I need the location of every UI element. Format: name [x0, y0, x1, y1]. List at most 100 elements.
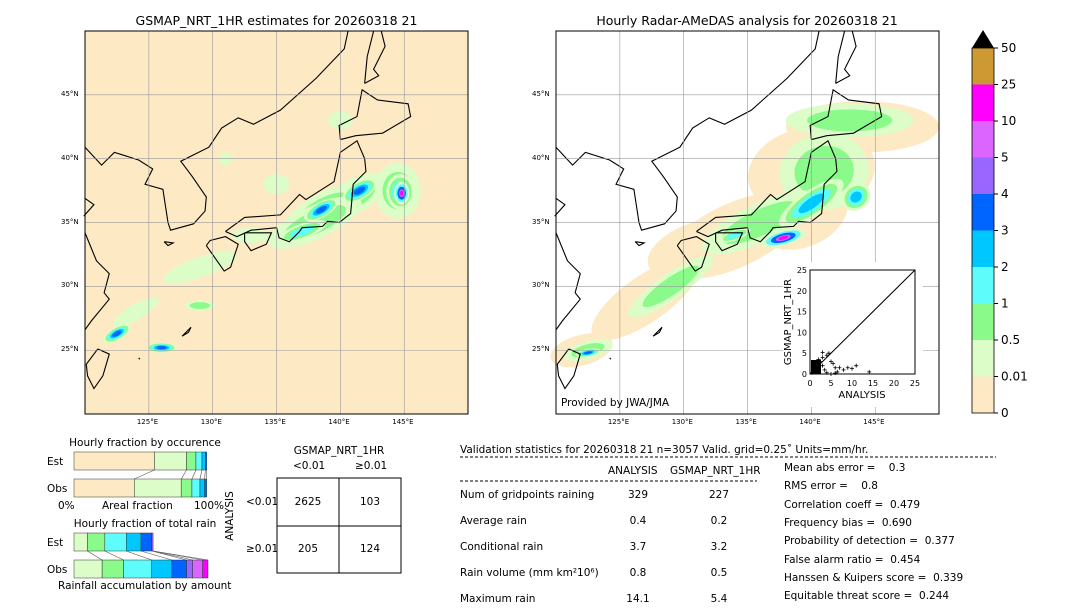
occurrence-title: Hourly fraction by occurence [69, 437, 221, 449]
validation-gsmap-value: 3.2 [710, 541, 728, 553]
validation-score: Correlation coeff = 0.479 [784, 498, 920, 511]
scatter-point [824, 370, 829, 375]
right-rain-cell [778, 235, 789, 240]
right-lat-tick: 40°N [532, 153, 550, 162]
right-coastline [715, 232, 744, 252]
validation-analysis-value: 0.4 [629, 515, 647, 527]
left-lon-tick: 125°E [136, 418, 159, 426]
totalrain-connector [153, 550, 209, 561]
col-label-lt: <0.01 [293, 460, 326, 472]
left-map-title: GSMAP_NRT_1HR estimates for 20260318 21 [135, 13, 418, 28]
colorbar-segment [972, 340, 994, 377]
occurrence-bar-segment [195, 451, 203, 471]
occurrence-bar-segment [191, 478, 201, 498]
validation-score: False alarm ratio = 0.454 [784, 553, 921, 566]
colorbar-segment [972, 121, 994, 158]
totalrain-bar-segment [151, 532, 154, 552]
totalrain-bar-segment [104, 532, 127, 552]
scatter-point [854, 363, 859, 368]
occurrence-bar-segment [134, 478, 182, 498]
validation-analysis-value: 3.7 [629, 541, 647, 553]
scatter-point [822, 367, 827, 372]
scatter-point [812, 361, 817, 366]
right-coastline [652, 326, 663, 337]
scatter-x-tick: 20 [889, 379, 899, 388]
occurrence-bar-segment [205, 451, 207, 471]
validation-gsmap-value: 5.4 [710, 593, 728, 605]
scatter-point [810, 370, 815, 375]
totalrain-bar-segment [73, 532, 88, 552]
left-lat-tick: 35°N [61, 217, 79, 226]
left-coastline [163, 241, 175, 247]
validation-header: Validation statistics for 20260318 21 n=… [460, 444, 869, 456]
totalrain-bar-segment [87, 532, 106, 552]
occurrence-connector [191, 469, 197, 480]
scatter-y-tick: 0 [802, 370, 807, 379]
left-lon-tick: 145°E [392, 418, 414, 426]
col-label-ge: ≥0.01 [355, 460, 388, 472]
scatter-xlabel: ANALYSIS [838, 390, 885, 401]
rain-xlabel: Rainfall accumulation by amount [58, 580, 232, 592]
scatter-x-tick: 25 [910, 379, 920, 388]
occurrence-bar-segment [201, 451, 206, 471]
validation-score: Mean abs error = 0.3 [784, 462, 906, 474]
right-coastline [676, 236, 710, 272]
scatter-point [841, 367, 846, 372]
right-map-title: Hourly Radar-AMeDAS analysis for 2026031… [596, 13, 898, 28]
totalrain-bar-segment [202, 559, 209, 579]
colorbar-segment [972, 267, 994, 304]
validation-score: Probability of detection = 0.377 [784, 535, 955, 548]
occurrence-connector [180, 469, 187, 480]
right-coastline [634, 241, 646, 247]
totalrain-connector [151, 550, 187, 561]
scatter-point [820, 355, 825, 360]
validation-gsmap-value: 0.2 [710, 515, 728, 527]
left-coastline [85, 348, 110, 390]
colorbar-label: 1 [1001, 297, 1009, 311]
scatter-x-tick: 10 [847, 379, 857, 388]
occurrence-bar-segment [204, 478, 207, 498]
left-coastline [225, 139, 367, 243]
scatter-x-tick: 0 [807, 379, 812, 388]
cell-fn: 205 [297, 543, 319, 555]
scatter-point [829, 372, 833, 376]
colorbar-segment [972, 48, 994, 85]
totalrain-connector [104, 550, 124, 561]
right-rain-cell [850, 191, 862, 203]
left-coastline [83, 197, 95, 217]
scatter-point [824, 353, 829, 358]
validation-score: RMS error = 0.8 [784, 480, 878, 493]
occ-est-label: Est [47, 456, 64, 468]
totalrain-bar-segment [192, 559, 203, 579]
right-coastline [835, 30, 857, 84]
validation-analysis-value: 329 [627, 489, 649, 501]
cell-tn: 2625 [294, 496, 322, 508]
left-rain-cell [315, 205, 327, 214]
colorbar-label: 5 [1001, 151, 1009, 165]
right-lat-tick: 30°N [532, 281, 550, 290]
left-rain-cell [163, 251, 237, 284]
colorbar-extend-arrow [972, 30, 994, 48]
col-analysis: ANALYSIS [608, 465, 658, 477]
validation-row-label: Maximum rain [460, 593, 536, 605]
occurrence-bar-segment [154, 451, 187, 471]
validation-row-label: Num of gridpoints raining [460, 489, 595, 501]
scatter-x-tick: 5 [828, 379, 833, 388]
right-rain-cell [726, 231, 743, 240]
scatter-point [820, 350, 825, 355]
left-coastline [338, 88, 412, 141]
scatter-point [816, 367, 821, 372]
right-coastline [696, 139, 838, 243]
rain-est-label: Est [47, 537, 64, 549]
scatter-y-tick: 15 [797, 308, 807, 317]
scatter-point [831, 361, 836, 366]
colorbar-segment [972, 84, 994, 121]
totalrain-bar-segment [101, 559, 124, 579]
scatter-y-tick: 20 [797, 287, 807, 296]
left-coastline [84, 30, 349, 231]
right-lon-tick: 125°E [607, 418, 630, 426]
scatter-y-tick: 5 [802, 349, 807, 358]
left-coastline [181, 326, 192, 337]
left-rain-cell [399, 190, 404, 196]
